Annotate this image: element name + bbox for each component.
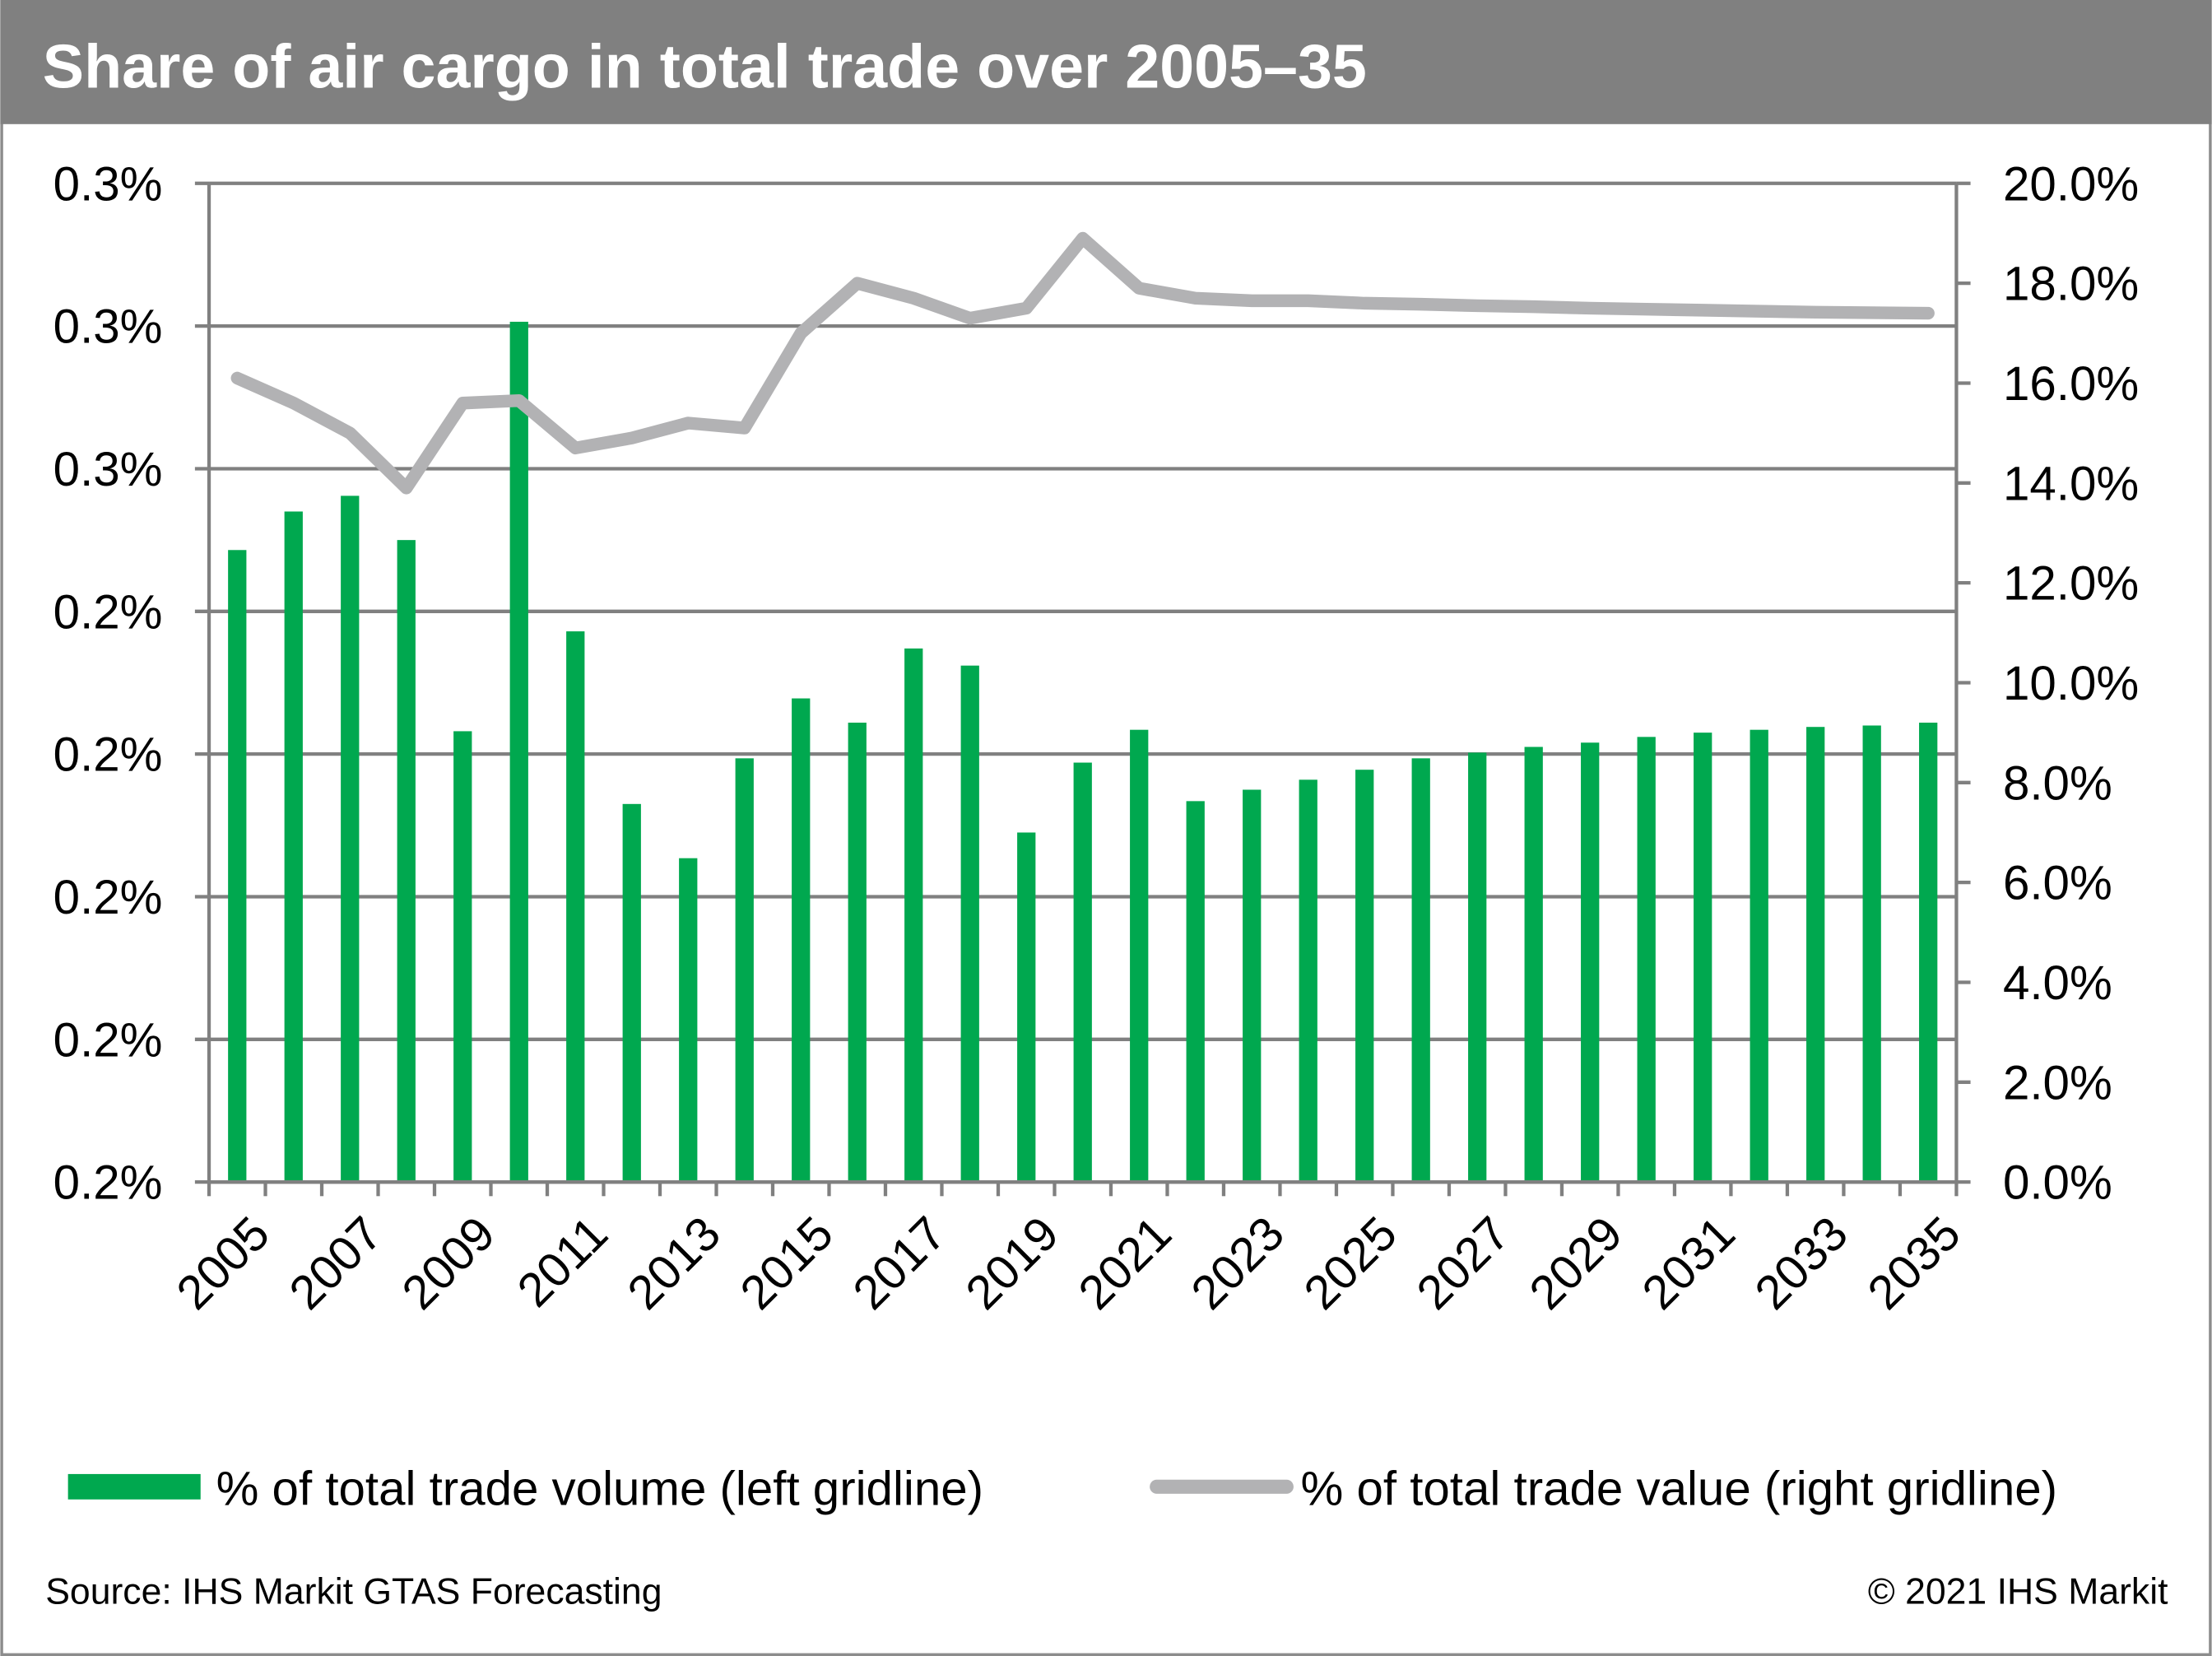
right-tick-label: 14.0%	[2003, 457, 2139, 510]
right-tick-label: 12.0%	[2003, 557, 2139, 611]
bar-2024	[1299, 779, 1317, 1183]
legend-swatch-volume	[67, 1473, 201, 1500]
bar-2012	[622, 803, 641, 1183]
left-tick-label: 0.3%	[53, 443, 163, 496]
right-tick-label: 20.0%	[2003, 157, 2139, 211]
bar-2025	[1355, 770, 1374, 1183]
bar-2032	[1750, 729, 1768, 1183]
legend-label-value: % of total trade value (right gridline)	[1301, 1463, 2058, 1516]
bar-2015	[792, 698, 811, 1183]
right-tick-label: 18.0%	[2003, 258, 2139, 311]
bar-2013	[679, 858, 698, 1183]
bar-2031	[1694, 733, 1712, 1183]
bar-2008	[397, 540, 416, 1183]
bar-2005	[228, 550, 247, 1183]
title-bar	[0, 0, 2212, 124]
bar-2035	[1919, 723, 1938, 1183]
bar-2027	[1468, 752, 1487, 1183]
bar-2019	[1017, 832, 1036, 1183]
legend: % of total trade volume (left gridline) …	[67, 1463, 2058, 1516]
bar-2034	[1862, 725, 1881, 1183]
bar-2018	[960, 665, 979, 1183]
right-tick-label: 2.0%	[2003, 1056, 2112, 1109]
bar-2022	[1186, 801, 1205, 1183]
right-tick-label: 8.0%	[2003, 756, 2112, 810]
bar-2020	[1073, 762, 1092, 1183]
bar-2009	[453, 731, 472, 1183]
bar-2030	[1637, 737, 1656, 1183]
right-tick-label: 6.0%	[2003, 857, 2112, 910]
right-tick-label: 16.0%	[2003, 357, 2139, 411]
left-tick-label: 0.3%	[53, 157, 163, 211]
left-tick-label: 0.2%	[53, 1156, 163, 1210]
copyright: © 2021 IHS Markit	[1868, 1572, 2168, 1612]
bar-2029	[1581, 742, 1600, 1183]
legend-label-volume: % of total trade volume (left gridline)	[216, 1463, 983, 1516]
bar-2010	[509, 321, 528, 1183]
bar-2014	[735, 758, 754, 1183]
bar-2026	[1411, 758, 1430, 1183]
right-tick-label: 0.0%	[2003, 1156, 2112, 1210]
source-note: Source: IHS Markit GTAS Forecasting	[45, 1572, 662, 1612]
bar-2033	[1806, 727, 1825, 1183]
bar-2021	[1130, 729, 1149, 1183]
bar-2007	[341, 495, 360, 1183]
line-series	[230, 231, 1935, 495]
left-tick-label: 0.2%	[53, 585, 163, 639]
right-tick-label: 10.0%	[2003, 657, 2139, 710]
bar-2006	[284, 511, 303, 1183]
bar-2016	[848, 723, 867, 1183]
chart-title: Share of air cargo in total trade over 2…	[43, 31, 1367, 100]
left-tick-label: 0.2%	[53, 1013, 163, 1067]
right-tick-label: 4.0%	[2003, 956, 2112, 1010]
bar-2023	[1243, 789, 1262, 1183]
left-tick-label: 0.3%	[53, 300, 163, 354]
left-tick-label: 0.2%	[53, 728, 163, 782]
bar-2028	[1524, 747, 1543, 1183]
value-line	[230, 231, 1935, 495]
left-tick-label: 0.2%	[53, 871, 163, 924]
bar-2017	[904, 648, 923, 1183]
bar-2011	[566, 631, 585, 1183]
bars	[228, 321, 1938, 1183]
